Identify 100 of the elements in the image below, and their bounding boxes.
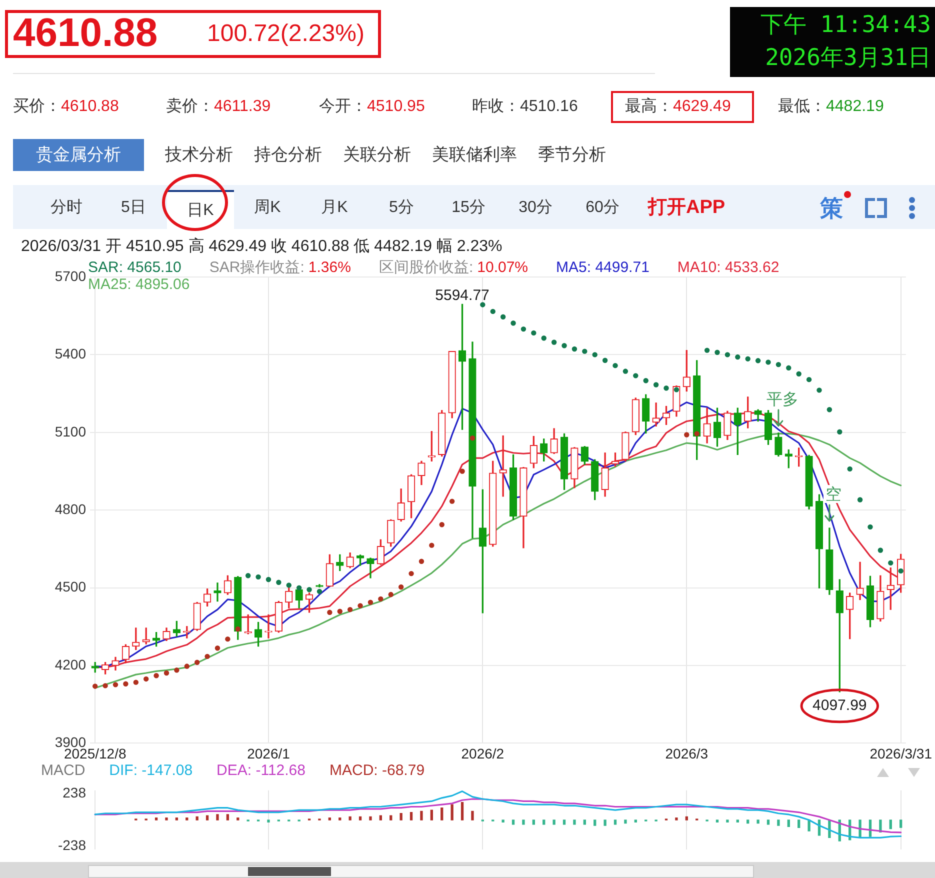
bar <box>206 815 209 820</box>
text: 打开APP <box>648 197 726 218</box>
bar <box>756 820 760 824</box>
bar <box>542 820 546 825</box>
text: 下午 11:34:43 <box>760 12 931 38</box>
text: 区间股价收益: <box>378 259 474 276</box>
bar <box>798 820 800 828</box>
y-tick-label: 5100 <box>54 423 86 440</box>
bar <box>471 810 474 820</box>
text: 5分 <box>389 198 414 218</box>
text: 策 <box>820 195 843 221</box>
bar <box>522 820 525 825</box>
bar <box>675 817 678 820</box>
text: 5日 <box>121 198 146 218</box>
text: 2026年3月31日 <box>765 45 931 71</box>
bar <box>338 817 342 820</box>
bar <box>512 820 515 825</box>
text: 关联分析 <box>343 145 411 164</box>
bar <box>348 816 352 820</box>
text: 月K <box>321 198 348 218</box>
bar <box>532 820 535 825</box>
bar <box>186 817 188 820</box>
y-tick-label: 4800 <box>54 500 86 517</box>
chart-title: 2026/03/31 开 4510.95 高 4629.49 收 4610.88 低 4482.19 幅 2.23% <box>21 238 502 255</box>
text: 4610.88 <box>13 11 158 55</box>
bar <box>410 812 413 820</box>
text: MA5: 4499.71 <box>556 259 650 276</box>
candlestick <box>264 614 272 638</box>
bar <box>787 820 790 827</box>
text: 15分 <box>452 198 486 218</box>
bar <box>624 820 627 824</box>
bar <box>736 820 739 823</box>
x-tick-label: 2026/3 <box>665 745 708 762</box>
bar <box>236 817 240 820</box>
annotation: 4097.99 <box>812 697 867 714</box>
bar <box>358 816 362 820</box>
x-tick-label: 2026/1 <box>247 745 290 762</box>
text: SAR操作收益: <box>209 259 304 276</box>
text: 4629.49 <box>673 98 731 115</box>
bar <box>420 810 423 820</box>
text: 美联储利率 <box>432 145 517 164</box>
text: 10.07% <box>477 259 528 276</box>
candlestick <box>499 435 507 497</box>
bar <box>400 813 402 820</box>
bar <box>746 820 750 824</box>
bar <box>583 820 586 825</box>
text: MA10: 4533.62 <box>677 259 780 276</box>
text: 4482.19 <box>826 98 884 115</box>
annotation: 平多 <box>766 390 798 408</box>
bar <box>685 816 688 820</box>
text: 100.72(2.23%) <box>207 20 364 47</box>
text: 4510.95 <box>367 98 425 115</box>
bar <box>267 820 270 823</box>
bar <box>328 817 332 820</box>
y-tick-label: 238 <box>62 784 86 801</box>
bar <box>562 820 566 825</box>
y-tick-label: 4500 <box>54 578 86 595</box>
text: 4510.16 <box>520 98 578 115</box>
bar <box>777 820 780 826</box>
text: 最低： <box>778 98 826 115</box>
bar <box>573 820 576 825</box>
text: 贵金属分析 <box>36 145 121 164</box>
bar <box>154 817 158 820</box>
bar <box>766 820 770 825</box>
text: 周K <box>254 198 281 218</box>
text: 分时 <box>50 198 82 218</box>
bar <box>634 820 637 823</box>
text: 4610.88 <box>61 98 119 115</box>
chart-title: MACD <box>41 762 86 779</box>
bar <box>604 820 606 826</box>
candlestick <box>652 402 660 427</box>
bar <box>460 802 464 820</box>
x-tick-label: 2026/2 <box>461 745 504 762</box>
bar <box>594 820 596 826</box>
bar <box>175 817 178 820</box>
text: 日K <box>187 201 214 221</box>
bar <box>900 820 902 828</box>
text: DIF: -147.08 <box>109 762 193 779</box>
text: 技术分析 <box>165 145 233 164</box>
bar <box>390 815 392 820</box>
bar <box>379 815 382 820</box>
bar <box>430 810 433 820</box>
text: DEA: -112.68 <box>216 762 306 779</box>
y-tick-label: 5700 <box>54 268 86 284</box>
bar <box>196 816 198 820</box>
y-tick-label: -238 <box>58 837 86 854</box>
annotation: 空 <box>825 485 842 504</box>
y-tick-label: 4200 <box>54 656 86 672</box>
text: SAR: 4565.10 <box>88 259 182 276</box>
annotation: 5594.77 <box>435 286 490 304</box>
text: 最高： <box>625 98 673 115</box>
text: 30分 <box>518 198 552 218</box>
bar <box>165 817 168 820</box>
bar <box>552 820 556 825</box>
candlestick <box>214 582 222 602</box>
candlestick <box>856 562 864 600</box>
x-tick-label: 2026/3/31 <box>870 745 932 762</box>
text: 买价： <box>13 98 61 115</box>
bar <box>450 804 454 820</box>
bar <box>726 820 729 823</box>
